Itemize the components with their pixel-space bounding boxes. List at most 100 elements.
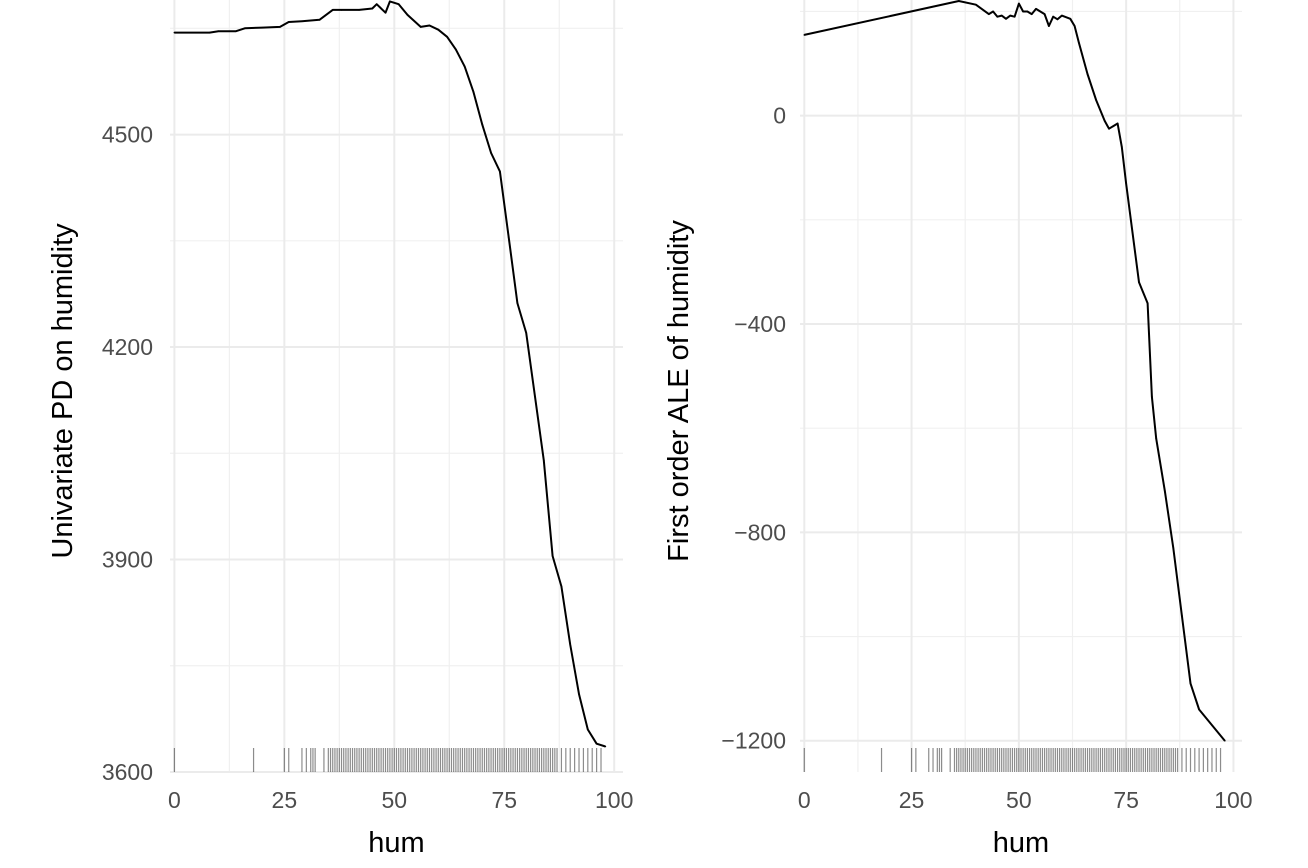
data-point xyxy=(534,395,536,398)
data-point xyxy=(1125,182,1127,185)
y-axis-title: First order ALE of humidity xyxy=(663,220,695,562)
data-point xyxy=(481,123,484,126)
data-point xyxy=(1103,120,1106,122)
data-point xyxy=(507,236,510,239)
data-point xyxy=(406,14,409,16)
data-point xyxy=(525,332,528,334)
data-points xyxy=(173,0,607,748)
data-point xyxy=(1022,10,1024,13)
data-point xyxy=(173,31,176,34)
data-point xyxy=(975,3,977,6)
data-point xyxy=(560,585,563,588)
data-point xyxy=(551,555,554,557)
data-point xyxy=(358,9,360,11)
data-point xyxy=(437,28,440,31)
data-point xyxy=(1108,127,1110,130)
data-point xyxy=(1052,15,1054,18)
data-point xyxy=(217,30,220,32)
data-point xyxy=(604,745,607,748)
x-axis-title: hum xyxy=(993,827,1049,859)
data-point xyxy=(243,27,246,30)
data-point xyxy=(1198,708,1200,711)
data-point xyxy=(301,20,303,23)
y-tick-label: 4200 xyxy=(102,334,153,360)
x-tick-label: 100 xyxy=(1214,787,1252,813)
data-point xyxy=(499,170,501,173)
data-point xyxy=(235,30,237,32)
data-point xyxy=(455,48,457,51)
data-point xyxy=(1060,14,1063,17)
tick-labels: 0 25 50 75 100 −1200 −800 −400 0 xyxy=(721,103,1252,813)
y-axis-title: Univariate PD on humidity xyxy=(47,223,79,559)
data-point xyxy=(996,15,999,18)
data-point xyxy=(1000,14,1003,17)
y-tick-label: −400 xyxy=(734,311,786,337)
data-point xyxy=(1146,302,1149,304)
rug xyxy=(803,748,1222,772)
data-point xyxy=(463,65,466,68)
data-point xyxy=(1078,41,1080,44)
data-point xyxy=(1121,146,1123,148)
data-point xyxy=(371,7,374,10)
data-point xyxy=(472,91,475,93)
data-point xyxy=(1138,281,1140,284)
x-tick-label: 25 xyxy=(272,787,298,813)
series-line xyxy=(804,0,1226,742)
data-point xyxy=(516,302,519,304)
data-point xyxy=(1018,2,1020,5)
x-tick-label: 25 xyxy=(899,787,925,813)
data-point xyxy=(384,11,387,14)
data-point xyxy=(1043,13,1046,15)
data-point xyxy=(1030,13,1033,15)
x-axis-title: hum xyxy=(368,827,424,859)
x-tick-label: 0 xyxy=(168,787,181,813)
data-point xyxy=(1224,739,1226,742)
data-point xyxy=(1189,682,1192,685)
tick-labels: 0 25 50 75 100 3600 3900 4200 4500 xyxy=(102,122,634,813)
data-point xyxy=(490,152,492,154)
data-point xyxy=(340,9,343,11)
data-point xyxy=(1155,437,1157,440)
data-point xyxy=(1069,17,1072,20)
y-tick-label: 0 xyxy=(773,103,786,129)
data-point xyxy=(1163,489,1166,492)
data-point xyxy=(1172,547,1175,549)
grid xyxy=(170,0,623,773)
data-point xyxy=(1073,25,1076,27)
data-point xyxy=(419,26,422,28)
x-tick-label: 50 xyxy=(382,787,408,813)
grid xyxy=(800,0,1242,772)
data-point xyxy=(543,459,545,462)
data-point xyxy=(992,10,994,13)
data-point xyxy=(569,643,572,646)
data-point xyxy=(287,21,290,23)
data-point xyxy=(1181,614,1183,617)
data-point xyxy=(375,3,378,6)
data-point xyxy=(1116,122,1119,125)
x-tick-label: 75 xyxy=(1113,787,1139,813)
data-point xyxy=(389,0,391,3)
data-point xyxy=(988,13,990,15)
y-tick-label: 3900 xyxy=(102,547,153,573)
data-point xyxy=(578,693,580,695)
panel-left: 0 25 50 75 100 3600 3900 4200 4500 hum Univariate … xyxy=(47,0,633,859)
series-line xyxy=(174,0,606,748)
x-tick-label: 75 xyxy=(491,787,517,813)
data-point xyxy=(331,9,334,11)
data-point xyxy=(1056,18,1059,21)
data-point xyxy=(397,3,400,6)
data-point xyxy=(208,31,211,34)
data-point xyxy=(1009,14,1012,17)
y-tick-label: −800 xyxy=(734,519,786,545)
data-point xyxy=(318,19,321,21)
data-point xyxy=(1112,125,1115,127)
data-point xyxy=(428,24,431,27)
data-point xyxy=(1095,99,1097,101)
y-tick-label: −1200 xyxy=(721,728,786,754)
x-tick-label: 0 xyxy=(798,787,811,813)
rug xyxy=(173,748,602,772)
x-tick-label: 50 xyxy=(1006,787,1032,813)
data-point xyxy=(587,728,589,731)
data-point xyxy=(446,36,448,38)
